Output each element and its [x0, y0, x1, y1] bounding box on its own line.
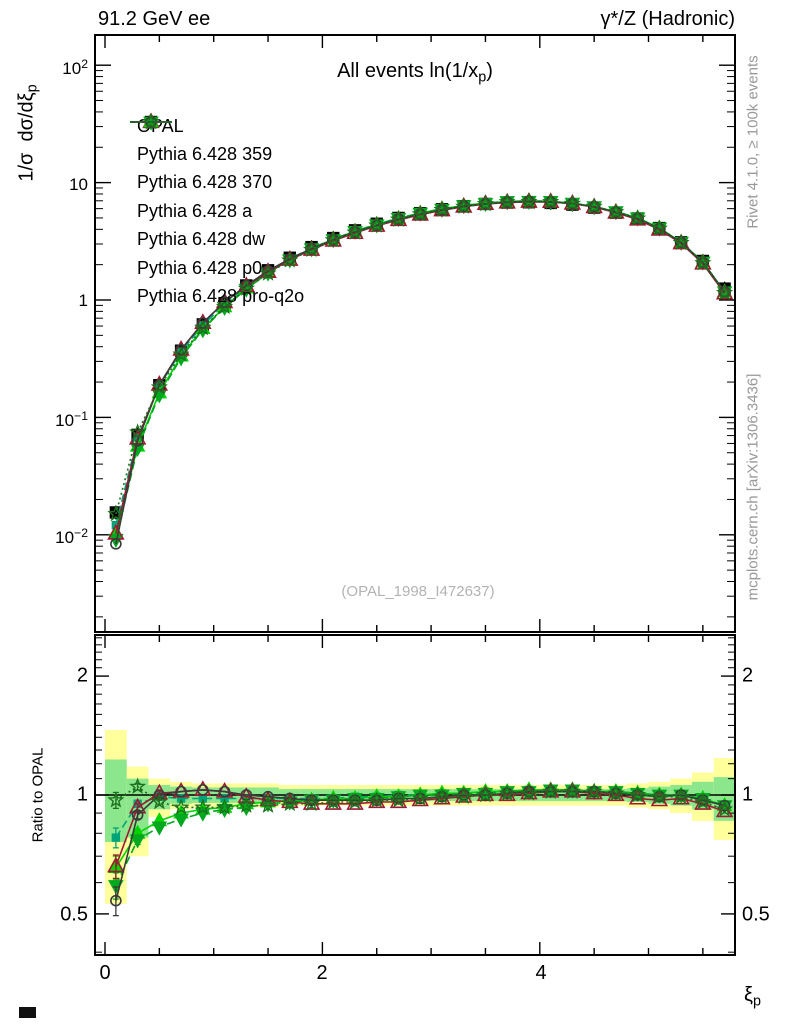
y-tick-1e-1: 10−1 — [55, 408, 88, 431]
legend-item-pythia-a: Pythia 6.428 a — [128, 113, 304, 225]
x-axis-label-text: ξ — [744, 984, 753, 1006]
ratio-tick-2-left: 2 — [76, 664, 88, 687]
legend-item-pythia-370: Pythia 6.428 370 — [128, 112, 304, 197]
ratio-tick-1-left: 1 — [76, 783, 88, 806]
legend-item-pythia-dw: Pythia 6.428 dw — [128, 116, 304, 254]
main-y-axis-label: 1/σ dσ/dξp — [15, 84, 40, 181]
process-label: γ*/Z (Hadronic) — [600, 8, 735, 30]
ratio-tick-05-left: 0.5 — [60, 903, 88, 926]
x-tick-2: 2 — [316, 962, 328, 984]
rivet-version-note: Rivet 4.1.0, ≥ 100k events — [744, 55, 762, 229]
y-tick-1e1: 10 — [69, 175, 88, 195]
mcplots-arxiv-note: mcplots.cern.ch [arXiv:1306.3436] — [744, 373, 762, 601]
ratio-tick-1-right: 1 — [742, 783, 754, 806]
legend-item-pythia-359: Pythia 6.428 359 — [128, 117, 304, 168]
y-tick-1e2: 102 — [62, 56, 88, 79]
legend-label: Pythia 6.428 dw — [137, 229, 266, 250]
y-tick-1e-2: 10−2 — [55, 525, 88, 548]
x-axis-label-sub: p — [752, 993, 761, 1010]
x-axis-label: ξp — [744, 984, 761, 1009]
main-y-axis-label-sub: p — [24, 84, 41, 93]
y-tick-1: 1 — [78, 291, 88, 311]
plot-title-text: All events ln(1/x — [337, 60, 479, 82]
beam-energy-label: 91.2 GeV ee — [98, 8, 211, 30]
x-tick-4: 4 — [535, 962, 547, 984]
legend-label: Pythia 6.428 370 — [137, 172, 273, 193]
legend-label: Pythia 6.428 a — [137, 200, 253, 221]
legend-item-pythia-p0: Pythia 6.428 p0 — [128, 116, 304, 282]
ratio-tick-05-right: 0.5 — [742, 903, 770, 926]
legend-label: Pythia 6.428 pro-q2o — [137, 286, 305, 307]
plot-title-close: ) — [486, 60, 493, 82]
analysis-watermark: (OPAL_1998_I472637) — [341, 583, 495, 600]
legend-label: Pythia 6.428 359 — [137, 144, 273, 165]
legend: OPAL Pythia 6.428 359 Pythia 6.428 370 P… — [128, 112, 304, 311]
main-y-axis-label-text: 1/σ dσ/dξ — [15, 92, 38, 182]
ratio-tick-2-right: 2 — [742, 664, 754, 687]
screen-artifact — [19, 1007, 36, 1018]
legend-marker-pro-q2o — [130, 112, 172, 130]
plot-title: All events ln(1/xp) — [337, 60, 493, 85]
legend-item-pythia-pro-q2o: Pythia 6.428 pro-q2o — [128, 112, 305, 310]
x-tick-0: 0 — [99, 962, 111, 984]
plot-title-sub: p — [478, 69, 487, 86]
legend-label: Pythia 6.428 p0 — [137, 257, 263, 278]
